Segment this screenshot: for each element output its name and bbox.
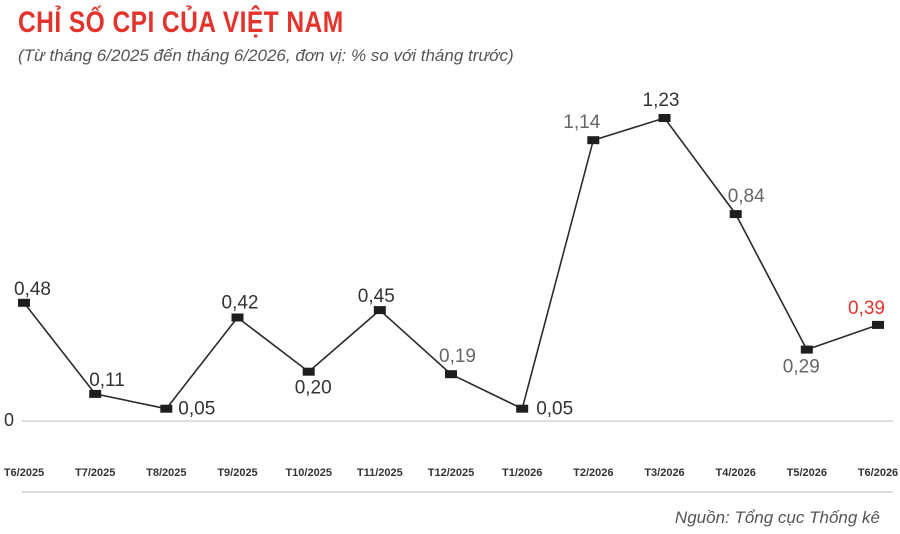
data-label: 0,48 — [14, 279, 51, 300]
data-label: 0,11 — [89, 370, 125, 391]
data-label: 0,84 — [728, 186, 765, 207]
x-tick-label: T2/2026 — [573, 467, 613, 479]
data-point-marker — [800, 345, 813, 354]
y-zero-label: 0 — [4, 410, 14, 430]
x-tick-label: T1/2026 — [502, 467, 542, 479]
x-tick-label: T10/2025 — [285, 467, 331, 479]
data-point-marker — [445, 370, 457, 379]
x-tick-label: T6/2025 — [4, 467, 44, 479]
x-tick-label: T6/2026 — [858, 467, 898, 479]
data-label-layer: 0,48 0,11 0,05 0,42 0,20 0,45 0,19 0,05 1,14 1,23… — [14, 90, 885, 420]
data-label: 0,20 — [295, 378, 332, 399]
source-note: Nguồn: Tổng cục Thống kê — [674, 508, 880, 527]
series-marker-layer — [18, 114, 884, 413]
x-tick-label: T12/2025 — [428, 467, 474, 479]
data-label: 0,05 — [178, 399, 215, 420]
data-point-marker — [658, 114, 671, 122]
data-point-marker — [729, 210, 742, 219]
x-tick-label: T7/2025 — [75, 467, 115, 479]
chart-subtitle: (Từ tháng 6/2025 đến tháng 6/2026, đơn v… — [18, 46, 514, 65]
data-label: 1,23 — [643, 90, 680, 111]
data-point-marker — [160, 404, 173, 413]
data-point-marker — [302, 367, 315, 376]
data-point-marker — [587, 136, 600, 145]
data-point-marker — [18, 298, 30, 307]
data-label: 0,42 — [222, 293, 259, 314]
data-point-marker — [516, 404, 529, 413]
x-tick-label: T8/2025 — [146, 467, 186, 479]
data-label: 0,19 — [439, 346, 476, 367]
x-tick-label: T5/2026 — [787, 467, 827, 479]
data-label: 0,29 — [783, 357, 820, 378]
x-tick-label-layer: T6/2025 T7/2025 T8/2025 T9/2025 T10/2025 T11/… — [4, 467, 898, 479]
data-label: 0,39 — [848, 298, 885, 319]
x-tick-label: T11/2025 — [357, 467, 403, 479]
data-label: 0,05 — [536, 399, 573, 420]
x-tick-label: T9/2025 — [217, 467, 257, 479]
data-label: 1,14 — [563, 112, 600, 133]
data-label: 0,45 — [358, 286, 395, 307]
data-point-marker — [89, 389, 102, 398]
chart-title: CHỈ SỐ CPI CỦA VIỆT NAM — [18, 6, 344, 39]
x-tick-label: T3/2026 — [644, 467, 684, 479]
data-point-marker — [231, 313, 244, 322]
data-point-marker — [872, 320, 884, 329]
data-point-marker — [373, 306, 386, 315]
x-tick-label: T4/2026 — [716, 467, 756, 479]
